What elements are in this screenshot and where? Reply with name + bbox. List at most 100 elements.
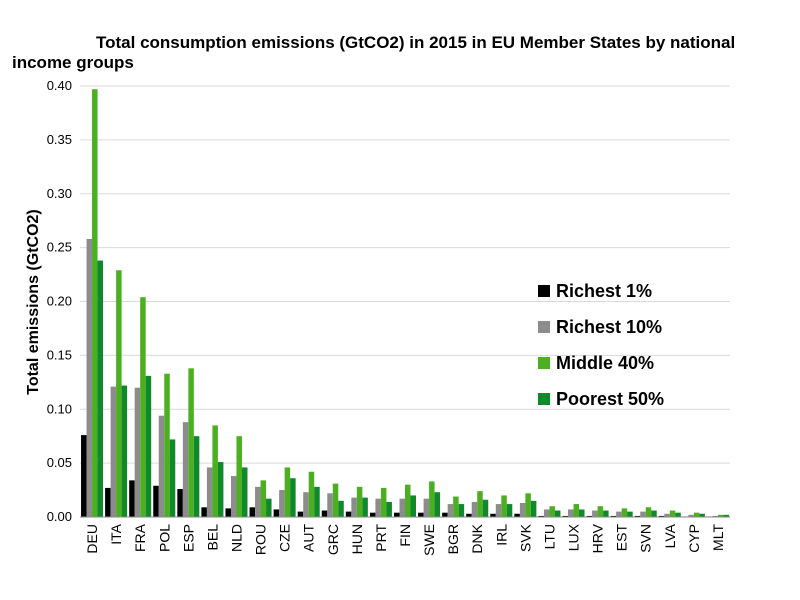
bar-cze-richest-1-	[273, 509, 280, 517]
bar-est-poorest-50-	[627, 511, 633, 517]
x-tick-label: CZE	[277, 524, 293, 552]
bar-svn-richest-10-	[640, 511, 646, 517]
bar-ita-richest-1-	[105, 487, 111, 517]
bar-cyp-poorest-50-	[699, 513, 705, 517]
bar-grc-richest-1-	[321, 510, 328, 517]
x-tick-label: DNK	[469, 523, 485, 553]
y-tick-label: 0.35	[47, 132, 72, 147]
bar-est-richest-10-	[616, 511, 622, 517]
bar-dnk-poorest-50-	[482, 499, 489, 517]
x-tick-label: ROU	[253, 524, 269, 555]
bar-hun-middle-40-	[356, 486, 363, 517]
bar-lux-richest-10-	[568, 509, 574, 517]
x-tick-label: FIN	[397, 524, 413, 547]
bar-lva-poorest-50-	[675, 512, 681, 517]
bar-bgr-richest-10-	[447, 504, 454, 517]
bar-lux-richest-1-	[562, 515, 569, 517]
x-tick-label: ITA	[108, 523, 124, 544]
x-tick-label: BEL	[204, 524, 220, 551]
bar-ita-middle-40-	[116, 270, 122, 517]
y-tick-label: 0.15	[47, 347, 72, 362]
x-tick-label: DEU	[84, 524, 100, 554]
bar-pol-poorest-50-	[169, 439, 176, 517]
bar-nld-poorest-50-	[241, 467, 248, 517]
bar-esp-poorest-50-	[193, 436, 200, 517]
bar-fin-poorest-50-	[410, 495, 416, 517]
x-tick-label: PRT	[373, 524, 389, 552]
bar-bgr-poorest-50-	[458, 504, 465, 517]
bar-svk-richest-1-	[514, 513, 520, 517]
bar-nld-middle-40-	[236, 436, 242, 517]
legend-label: Richest 10%	[556, 317, 662, 337]
x-tick-label: BGR	[445, 524, 461, 554]
bar-deu-poorest-50-	[97, 260, 104, 517]
bar-est-middle-40-	[621, 508, 628, 517]
legend-swatch	[538, 321, 550, 333]
bar-pol-middle-40-	[164, 373, 170, 517]
bar-aut-poorest-50-	[314, 486, 320, 517]
bar-grc-poorest-50-	[338, 500, 344, 517]
bar-svk-middle-40-	[525, 493, 531, 517]
y-tick-label: 0.40	[47, 78, 72, 93]
bar-prt-poorest-50-	[386, 501, 392, 517]
bar-fra-middle-40-	[140, 297, 146, 517]
y-tick-label: 0.30	[47, 186, 72, 201]
y-tick-label: 0.20	[47, 294, 72, 309]
bar-est-richest-1-	[610, 515, 617, 517]
x-tick-label: CYP	[686, 524, 702, 553]
bar-pol-richest-1-	[153, 485, 159, 517]
bar-irl-middle-40-	[501, 495, 507, 517]
bar-hun-richest-1-	[345, 511, 352, 517]
bar-cze-middle-40-	[284, 467, 291, 517]
x-tick-label: HUN	[349, 524, 365, 554]
bar-aut-richest-1-	[297, 511, 304, 517]
bar-bel-middle-40-	[212, 425, 218, 517]
x-tick-label: LTU	[541, 524, 557, 549]
bar-mlt-poorest-50-	[723, 514, 729, 517]
bar-lva-richest-1-	[658, 515, 665, 517]
bar-bgr-middle-40-	[453, 496, 459, 517]
legend: Richest 1% Richest 10% Middle 40% Poorest 5…	[538, 281, 664, 409]
x-tick-label: SWE	[421, 524, 437, 556]
x-tick-labels: DEU ITA FRA POL ESP BEL NLD ROU CZE AUT GRC HUN PRT F…	[84, 523, 726, 556]
bar-rou-richest-10-	[255, 486, 261, 517]
bar-nld-richest-1-	[225, 508, 231, 517]
legend-swatch	[538, 285, 550, 297]
x-tick-label: FRA	[132, 523, 148, 552]
legend-swatch	[538, 357, 550, 369]
bar-fin-richest-1-	[394, 512, 400, 517]
bar-irl-richest-10-	[495, 504, 502, 517]
y-tick-labels: 0.00 0.05 0.10 0.15 0.20 0.25 0.30 0.35 0.40	[47, 78, 72, 524]
bar-grc-richest-10-	[327, 493, 333, 517]
bar-ltu-middle-40-	[549, 506, 555, 517]
bar-aut-richest-10-	[303, 492, 309, 517]
bar-deu-richest-10-	[86, 239, 93, 517]
bar-dnk-richest-10-	[471, 501, 478, 517]
bar-deu-richest-1-	[81, 435, 87, 517]
bar-cze-richest-10-	[279, 490, 285, 517]
bar-irl-richest-1-	[490, 513, 496, 517]
bar-esp-richest-1-	[177, 488, 183, 517]
bar-swe-poorest-50-	[434, 492, 441, 517]
x-tick-label: NLD	[228, 524, 244, 552]
bar-rou-richest-1-	[249, 507, 256, 517]
legend-label: Middle 40%	[556, 353, 654, 373]
x-tick-label: HRV	[590, 523, 606, 553]
y-tick-label: 0.10	[47, 401, 72, 416]
y-tick-label: 0.00	[47, 509, 72, 524]
bar-mlt-richest-10-	[712, 515, 718, 517]
bar-esp-richest-10-	[182, 422, 189, 517]
bar-lux-middle-40-	[573, 504, 580, 517]
bar-rou-poorest-50-	[266, 498, 272, 517]
bar-mlt-middle-40-	[717, 514, 724, 517]
x-tick-label: AUT	[301, 524, 317, 552]
bar-hrv-richest-10-	[592, 510, 598, 517]
chart-title-line2: income groups	[12, 53, 134, 72]
bar-svn-poorest-50-	[651, 510, 657, 517]
bar-lux-poorest-50-	[579, 509, 585, 517]
bar-nld-richest-10-	[230, 476, 237, 517]
bar-hrv-poorest-50-	[603, 510, 609, 517]
y-tick-label: 0.25	[47, 240, 72, 255]
bar-fin-richest-10-	[399, 498, 405, 517]
